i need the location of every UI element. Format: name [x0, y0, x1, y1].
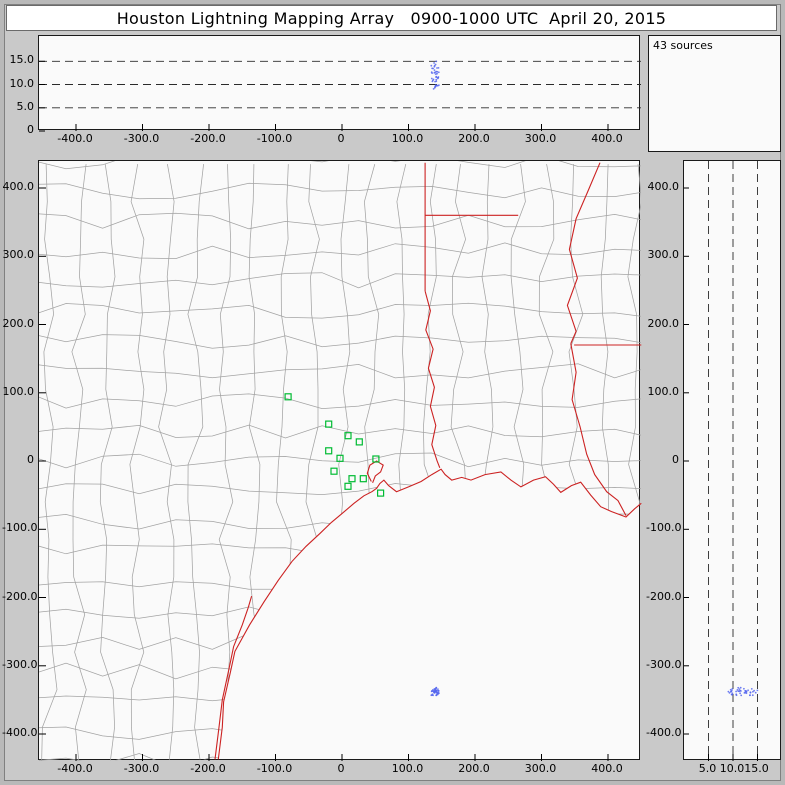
tick-label: -400.0 [57, 132, 93, 145]
tick-label: -100.0 [2, 521, 38, 535]
tick-label: 200.0 [2, 316, 35, 330]
alt-ns-svg [684, 161, 759, 761]
tick-label: -300.0 [2, 657, 38, 671]
tick-label: -200.0 [2, 589, 38, 603]
plan-view-svg [39, 161, 642, 761]
alt-ew-panel[interactable] [38, 35, 641, 132]
tick-label: 100.0 [2, 384, 35, 398]
tick-label: 10.0 [719, 762, 745, 775]
tick-label: -100.0 [256, 762, 293, 775]
page-title: Houston Lightning Mapping Array 0900-100… [116, 8, 667, 28]
tick-label: -200.0 [190, 132, 226, 145]
tick-label: 100.0 [391, 762, 424, 775]
tick-label: 15.0 [744, 762, 769, 775]
tick-label: -200.0 [646, 589, 682, 603]
tick-label: 5.0 [698, 762, 717, 775]
tick-label: -300.0 [646, 657, 682, 671]
tick-label: 400.0 [591, 132, 623, 145]
source-histogram-panel[interactable] [648, 35, 781, 152]
tick-label: 300.0 [647, 248, 680, 262]
tick-label: 100.0 [391, 132, 424, 145]
tick-label: -400.0 [646, 726, 682, 739]
tick-label: 100.0 [647, 384, 680, 398]
tick-label: 300.0 [524, 132, 557, 145]
tick-label: -400.0 [2, 726, 38, 739]
tick-label: -300.0 [123, 132, 160, 145]
alt-ew-svg [39, 60, 641, 132]
tick-label: 0 [337, 762, 345, 775]
tick-label: -100.0 [646, 521, 682, 535]
tick-label: -100.0 [256, 132, 293, 145]
tick-label: 0 [672, 453, 679, 466]
tick-label: 400.0 [2, 180, 35, 193]
tick-label: 0 [337, 132, 345, 145]
tick-label: 300.0 [2, 248, 35, 262]
tick-label: 200.0 [458, 762, 490, 775]
tick-label: 200.0 [647, 316, 680, 330]
title-bar: Houston Lightning Mapping Array 0900-100… [6, 5, 777, 31]
plan-view-panel[interactable] [38, 160, 642, 761]
tick-label: 5.0 [16, 99, 35, 113]
tick-label: -300.0 [123, 762, 160, 775]
tick-label: 400.0 [647, 180, 680, 193]
tick-label: 400.0 [591, 762, 623, 775]
tick-label: 0 [27, 453, 34, 466]
tick-label: 0 [27, 123, 34, 136]
tick-label: -200.0 [190, 762, 226, 775]
tick-label: 300.0 [524, 762, 557, 775]
alt-ns-panel[interactable] [683, 160, 781, 761]
source-count-label: 43 sources [653, 39, 713, 52]
tick-label: 10.0 [9, 76, 35, 90]
tick-label: 15.0 [9, 53, 35, 67]
tick-label: 200.0 [458, 132, 490, 145]
tick-label: -400.0 [57, 762, 93, 775]
